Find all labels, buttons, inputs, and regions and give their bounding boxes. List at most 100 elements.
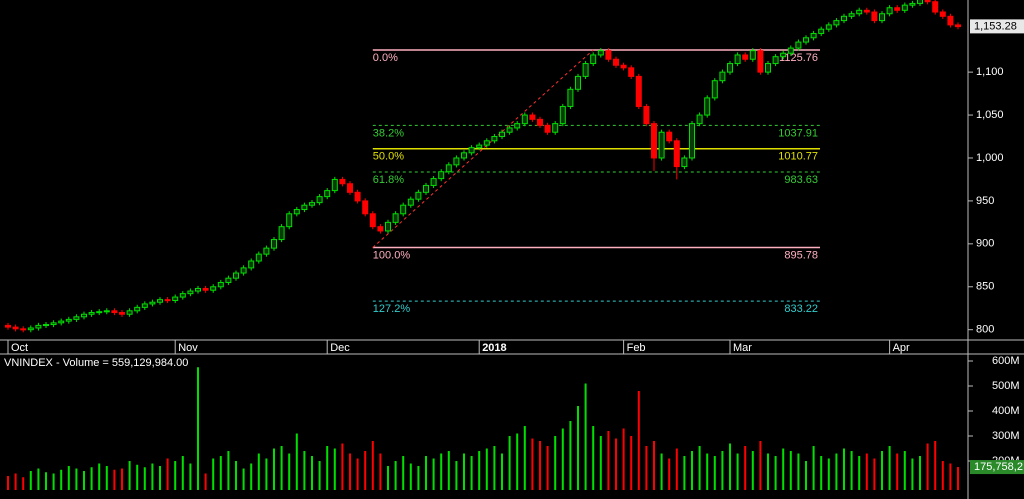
candle-body <box>521 114 528 125</box>
volume-bar <box>67 466 70 490</box>
volume-bar <box>751 451 754 490</box>
candle-body <box>81 313 87 318</box>
volume-bar <box>888 446 891 490</box>
candle-body <box>567 88 574 107</box>
volume-bar <box>219 456 222 490</box>
candle-body <box>179 293 186 298</box>
volume-bar <box>630 436 633 490</box>
volume-bar <box>805 461 807 490</box>
volume-panel <box>7 367 959 490</box>
volume-bar <box>143 467 146 490</box>
candle-body <box>240 267 247 274</box>
candle-body <box>863 9 870 13</box>
last-price-box <box>970 19 1024 34</box>
volume-tick-label: 500M <box>992 380 1020 392</box>
candle-body <box>901 4 908 11</box>
volume-bar <box>447 451 450 490</box>
candle-body <box>651 123 657 159</box>
candle-body <box>514 123 521 129</box>
volume-bar <box>242 468 245 490</box>
candle-body <box>757 50 764 73</box>
volume-bar <box>607 431 610 490</box>
fib-value: 983.63 <box>784 174 818 186</box>
candle-body <box>909 2 916 6</box>
candle-body <box>848 13 855 17</box>
x-tick-label: 2018 <box>482 342 506 354</box>
candle-body <box>461 152 467 159</box>
candle-body <box>605 50 612 60</box>
fib-label: 100.0% <box>373 249 411 261</box>
candle-body <box>620 64 627 69</box>
x-tick-label: Feb <box>627 342 646 354</box>
candle-body <box>111 310 118 314</box>
volume-bar <box>934 441 937 490</box>
candle-body <box>537 118 543 126</box>
volume-bar <box>865 453 868 490</box>
candle-body <box>559 105 566 125</box>
volume-bar <box>903 451 906 490</box>
volume-bar <box>318 461 321 490</box>
volume-bar <box>326 446 329 490</box>
candle-body <box>324 190 331 198</box>
candle-body <box>5 324 11 328</box>
volume-bar <box>29 471 32 490</box>
volume-bar <box>827 458 830 490</box>
volume-bar <box>7 476 9 490</box>
volume-bar <box>288 453 291 490</box>
candle-body <box>787 47 794 54</box>
volume-bar <box>789 451 792 490</box>
candle-body <box>392 213 399 223</box>
candle-body <box>529 114 536 120</box>
candle-body <box>225 277 232 283</box>
volume-bar <box>873 458 876 490</box>
volume-bar <box>782 448 785 490</box>
candle-body <box>430 178 437 186</box>
candle-body <box>445 164 452 173</box>
x-tick-label: Oct <box>11 342 28 354</box>
candle-body <box>278 226 285 241</box>
volume-bar <box>729 443 731 490</box>
candle-body <box>499 131 505 138</box>
candle-body <box>126 310 133 315</box>
candle-body <box>856 9 863 15</box>
fib-value: 833.22 <box>784 303 818 315</box>
candle-body <box>879 13 885 22</box>
volume-bar <box>850 451 853 490</box>
volume-bar <box>941 461 944 490</box>
candle-body <box>841 15 847 22</box>
candle-body <box>886 7 893 15</box>
last-price: 1,153.28 <box>974 20 1017 32</box>
volume-tick-label: 300M <box>992 430 1020 442</box>
candle-body <box>453 157 460 166</box>
volume-bar <box>52 473 55 490</box>
volume-bar <box>926 443 929 490</box>
volume-bar <box>721 451 724 490</box>
candle-body <box>438 171 445 180</box>
candle-body <box>210 286 217 291</box>
candle-body <box>35 324 42 329</box>
last-volume: 175,758,2 <box>974 461 1023 473</box>
candle-body <box>689 123 695 159</box>
candle-body <box>947 15 954 26</box>
volume-bar <box>561 428 564 490</box>
candle-body <box>233 272 239 279</box>
candle-body <box>316 196 323 204</box>
volume-bar <box>485 448 488 490</box>
candle-body <box>309 202 315 206</box>
volume-bar <box>113 469 116 490</box>
volume-bar <box>371 441 374 490</box>
candle-body <box>354 191 361 202</box>
candle-body <box>157 299 163 303</box>
volume-bar <box>615 438 617 490</box>
volume-bar <box>531 438 534 490</box>
fib-label: 50.0% <box>373 151 404 163</box>
volume-bar <box>911 458 914 490</box>
volume-bar <box>455 461 458 490</box>
volume-bar <box>98 463 101 490</box>
candle-body <box>734 54 741 65</box>
candle-body <box>635 75 642 107</box>
volume-bar <box>858 456 861 490</box>
candle-body <box>468 147 475 154</box>
candle-body <box>50 322 57 326</box>
